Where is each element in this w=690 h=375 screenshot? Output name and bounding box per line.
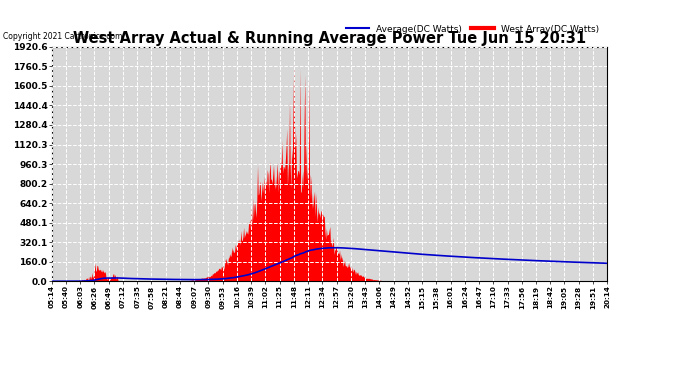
- Text: Copyright 2021 Cartronics.com: Copyright 2021 Cartronics.com: [3, 32, 123, 41]
- Legend: Average(DC Watts), West Array(DC Watts): Average(DC Watts), West Array(DC Watts): [343, 21, 602, 37]
- Title: West Array Actual & Running Average Power Tue Jun 15 20:31: West Array Actual & Running Average Powe…: [73, 31, 586, 46]
